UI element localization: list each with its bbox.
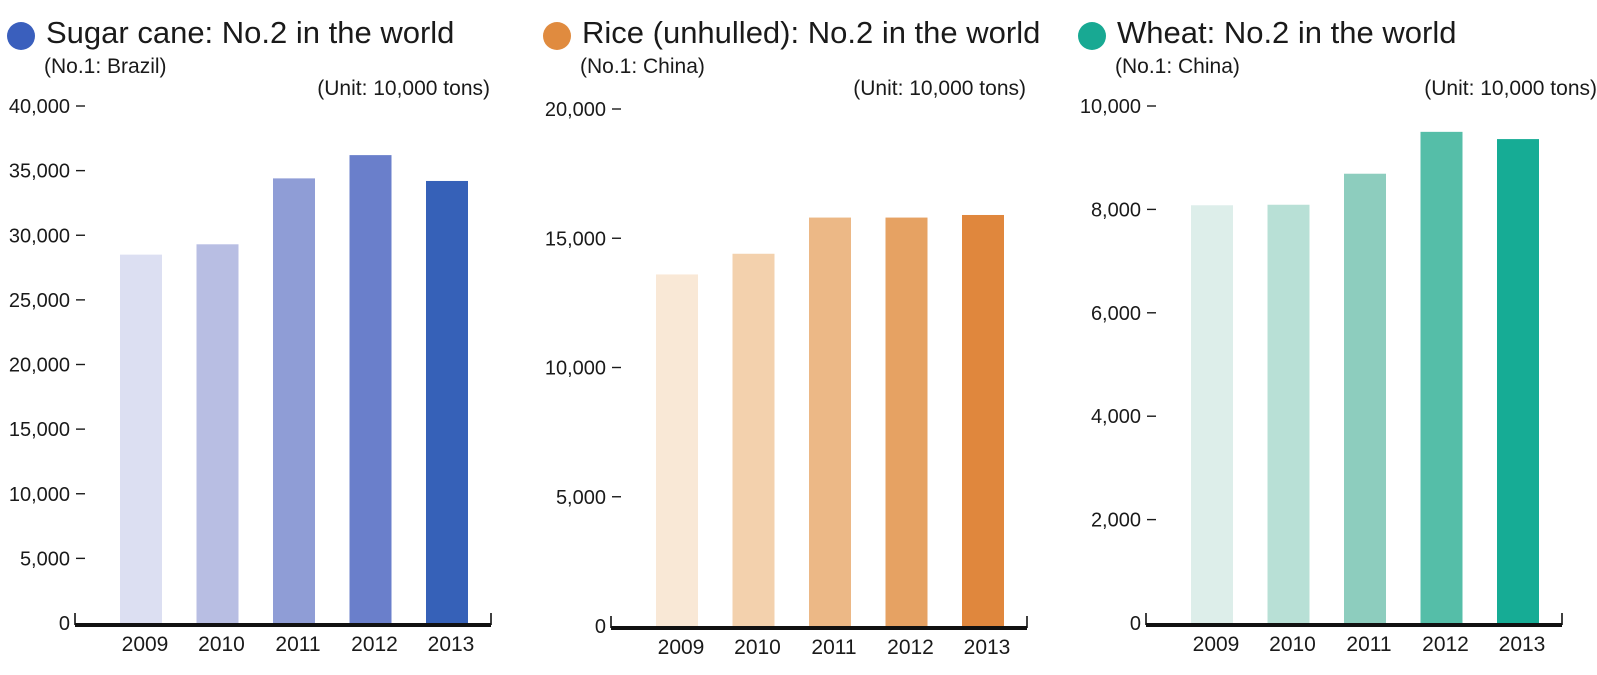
y-tick-label: 10,000 <box>545 358 606 380</box>
y-tick-label: 15,000 <box>545 228 606 250</box>
x-tick-label: 2011 <box>275 633 320 656</box>
unit-label: (Unit: 10,000 tons) <box>853 77 1026 100</box>
rice-marker-dot <box>543 22 571 50</box>
bar-2013 <box>962 214 1004 627</box>
x-tick-label: 2013 <box>964 636 1011 659</box>
x-tick-label: 2012 <box>351 633 398 656</box>
y-tick-label: 40,000 <box>9 96 70 118</box>
x-tick-label: 2009 <box>658 636 705 659</box>
bar-chart-svg: 0 5,000 10,000 15,000 20,000 2009 2010 2011 2012… <box>545 99 1028 659</box>
x-tick-label: 2013 <box>428 633 475 656</box>
chart-subtitle: (No.1: China) <box>580 55 705 78</box>
chart-title: Rice (unhulled): No.2 in the world <box>582 15 1041 50</box>
sugar-cane-marker-dot <box>7 22 35 50</box>
bar-2010 <box>732 253 775 626</box>
bar-2011 <box>1344 173 1386 624</box>
x-tick-label: 2011 <box>811 636 856 659</box>
bar-2010 <box>1267 204 1310 623</box>
x-tick-label: 2010 <box>198 633 245 656</box>
y-tick-label: 4,000 <box>1091 406 1141 428</box>
bar-2013 <box>426 180 468 623</box>
chart-title: Wheat: No.2 in the world <box>1117 15 1457 50</box>
x-tick-label: 2009 <box>122 633 169 656</box>
bar-2009 <box>656 274 698 626</box>
x-tick-label: 2013 <box>1499 633 1546 656</box>
chart-subtitle: (No.1: China) <box>1115 55 1240 78</box>
bar-2011 <box>809 217 851 626</box>
y-tick-label: 20,000 <box>9 355 70 377</box>
bar-chart-svg: 0 5,000 10,000 15,000 20,000 25,000 30,000 35,0… <box>9 96 492 656</box>
unit-label: (Unit: 10,000 tons) <box>317 77 490 100</box>
chart-title: Sugar cane: No.2 in the world <box>46 15 455 50</box>
y-tick-label: 2,000 <box>1091 510 1141 532</box>
y-tick-label: 25,000 <box>9 290 70 312</box>
chart-subtitle: (No.1: Brazil) <box>44 55 167 78</box>
x-tick-label: 2009 <box>1193 633 1240 656</box>
y-tick-label: 6,000 <box>1091 303 1141 325</box>
bar-2012 <box>885 217 928 626</box>
x-tick-label: 2010 <box>1269 633 1316 656</box>
bar-2011 <box>273 178 315 623</box>
y-tick-label: 0 <box>1130 613 1141 635</box>
y-tick-label: 0 <box>59 613 70 635</box>
bar-2010 <box>196 244 239 624</box>
y-tick-label: 35,000 <box>9 161 70 183</box>
wheat-marker-dot <box>1078 22 1106 50</box>
bar-2009 <box>120 254 162 623</box>
x-tick-label: 2012 <box>887 636 934 659</box>
bar-2012 <box>1420 131 1463 623</box>
y-tick-label: 20,000 <box>545 99 606 121</box>
y-tick-label: 0 <box>595 616 606 638</box>
chart-panel-sugar-cane: Sugar cane: No.2 in the world (No.1: Bra… <box>0 0 532 675</box>
y-tick-label: 10,000 <box>1080 96 1141 118</box>
x-tick-label: 2010 <box>734 636 781 659</box>
chart-panel-rice: Rice (unhulled): No.2 in the world (No.1… <box>536 0 1068 675</box>
y-tick-label: 5,000 <box>556 487 606 509</box>
bar-2012 <box>349 155 392 624</box>
bar-2009 <box>1191 205 1233 624</box>
x-tick-label: 2011 <box>1346 633 1391 656</box>
y-tick-label: 10,000 <box>9 484 70 506</box>
y-tick-label: 8,000 <box>1091 199 1141 221</box>
y-tick-label: 5,000 <box>20 548 70 570</box>
x-tick-label: 2012 <box>1422 633 1469 656</box>
y-tick-label: 30,000 <box>9 225 70 247</box>
bar-chart-svg: 0 2,000 4,000 6,000 8,000 10,000 2009 2010 2011 2… <box>1080 96 1563 656</box>
chart-panel-wheat: Wheat: No.2 in the world (No.1: China) (… <box>1071 0 1597 675</box>
unit-label: (Unit: 10,000 tons) <box>1424 77 1597 100</box>
bar-2013 <box>1497 139 1539 623</box>
y-tick-label: 15,000 <box>9 419 70 441</box>
